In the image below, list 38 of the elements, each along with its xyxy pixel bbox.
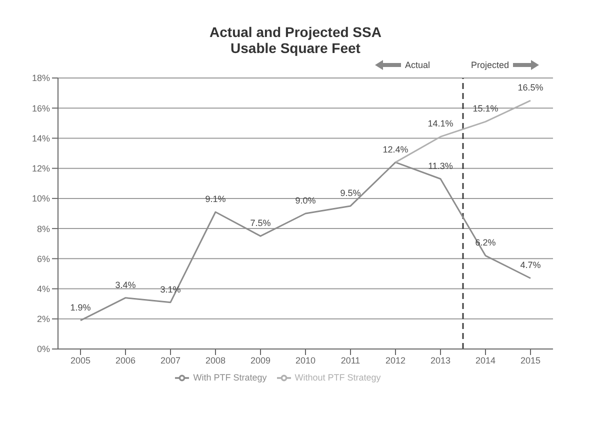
- data-label: 12.4%: [382, 144, 408, 154]
- data-label: 4.7%: [520, 260, 541, 270]
- y-tick-label: 18%: [32, 73, 50, 84]
- y-tick-label: 4%: [36, 284, 50, 294]
- y-tick-label: 16%: [32, 103, 50, 114]
- legend-label: With PTF Strategy: [193, 372, 267, 382]
- x-tick-label: 2013: [430, 355, 451, 366]
- x-tick-label: 2007: [160, 355, 181, 366]
- x-tick-label: 2006: [115, 355, 136, 366]
- y-tick-label: 2%: [36, 314, 50, 324]
- y-tick-label: 8%: [36, 224, 50, 234]
- data-label: 9.1%: [205, 194, 226, 204]
- x-tick-label: 2010: [295, 355, 316, 366]
- x-tick-label: 2014: [475, 355, 496, 366]
- data-label: 15.1%: [472, 104, 498, 114]
- data-label: 16.5%: [518, 82, 544, 93]
- y-tick-label: 12%: [32, 164, 50, 174]
- legend-label: Without PTF Strategy: [294, 372, 381, 382]
- x-tick-label: 2008: [205, 355, 226, 366]
- data-label: 9.0%: [295, 196, 316, 206]
- x-tick-label: 2005: [70, 355, 91, 366]
- data-label: 9.5%: [340, 188, 361, 198]
- y-tick-label: 6%: [36, 254, 50, 264]
- text: Actual: [405, 60, 430, 70]
- y-tick-label: 0%: [36, 344, 50, 354]
- data-label: 3.4%: [115, 280, 136, 290]
- x-tick-label: 2012: [385, 355, 406, 366]
- y-tick-label: 10%: [32, 194, 50, 204]
- x-tick-label: 2009: [250, 355, 271, 366]
- data-label: 7.5%: [250, 218, 271, 228]
- data-label: 11.3%: [428, 160, 453, 171]
- x-tick-label: 2015: [520, 355, 541, 366]
- data-label: 14.1%: [428, 118, 454, 129]
- y-tick-label: 14%: [32, 133, 50, 144]
- data-label: 1.9%: [70, 302, 91, 312]
- text: Projected: [471, 60, 510, 70]
- x-tick-label: 2011: [340, 355, 360, 366]
- chart-title: Actual and Projected SSA Usable Square Feet: [208, 24, 382, 56]
